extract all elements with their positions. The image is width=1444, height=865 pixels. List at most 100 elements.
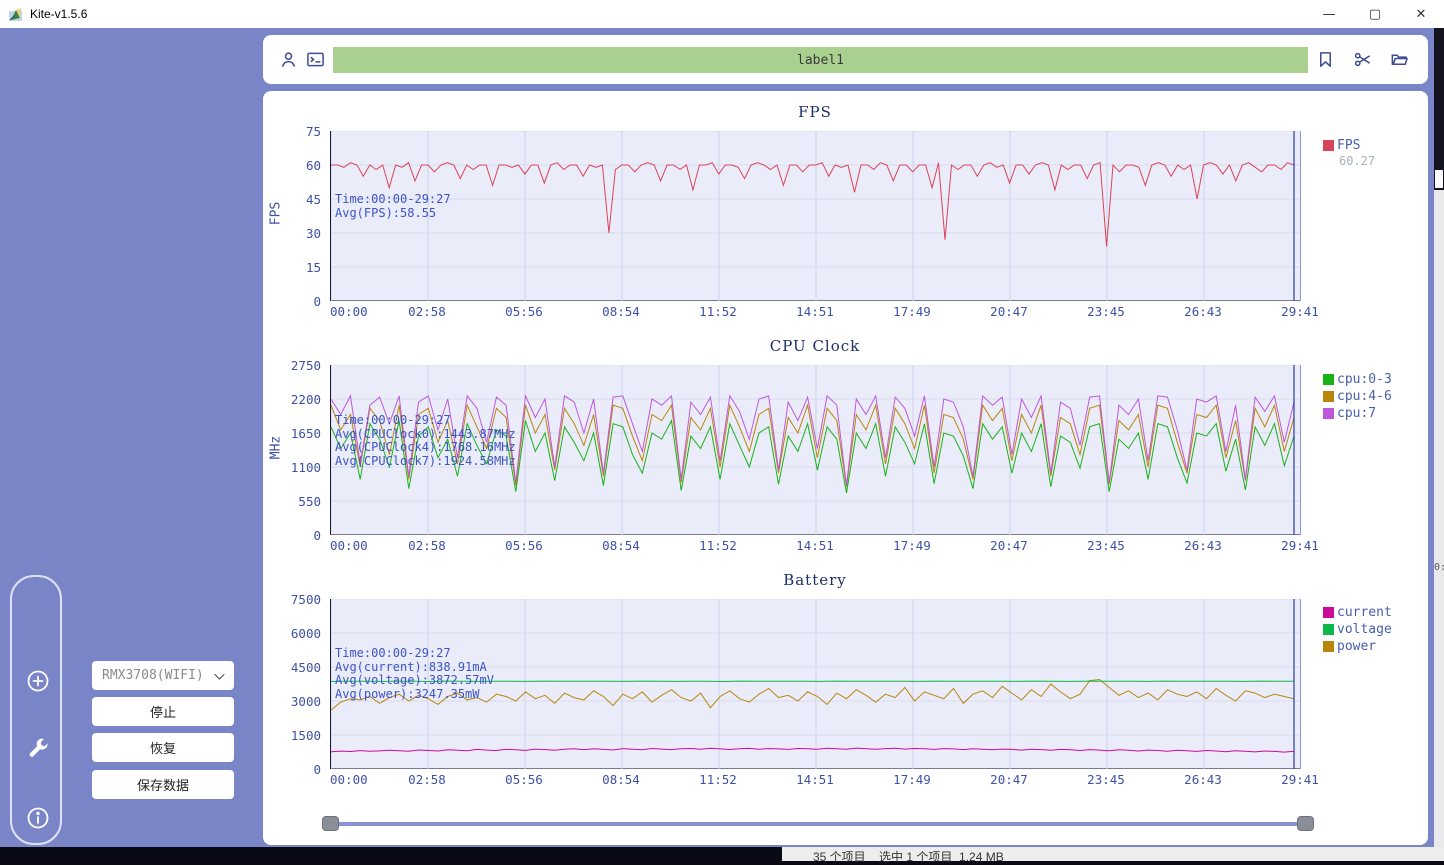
- left-rail: [10, 575, 62, 845]
- plot-area[interactable]: Time:00:00-29:27 Avg(CPUClock0):1443.87MH…: [330, 365, 1301, 535]
- minimize-button[interactable]: —: [1322, 6, 1336, 22]
- cpu-clock-chart: CPU Clock MHz 0 550 1100 1650 2200 2750 Time:…: [263, 337, 1428, 572]
- legend-label: power: [1337, 639, 1377, 654]
- device-select[interactable]: RMX3708(WIFI): [92, 661, 234, 690]
- save-data-button[interactable]: 保存数据: [92, 770, 234, 799]
- x-tick-label: 20:47: [990, 304, 1028, 319]
- legend-label: cpu:0-3: [1337, 372, 1392, 387]
- annotation-line: Avg(power):3247.35mW: [335, 686, 480, 701]
- chart-legend: FPS 60.27: [1323, 137, 1428, 169]
- x-tick-label: 23:45: [1087, 538, 1125, 553]
- legend-item[interactable]: current: [1323, 604, 1428, 621]
- close-button[interactable]: ✕: [1415, 6, 1427, 22]
- stop-button[interactable]: 停止: [92, 697, 234, 726]
- x-tick-label: 11:52: [699, 538, 737, 553]
- y-tick-label: 4500: [290, 660, 321, 675]
- maximize-button[interactable]: ▢: [1368, 6, 1382, 22]
- window-controls: — ▢ ✕: [1306, 0, 1444, 28]
- annotation-line: Avg(CPUClock7):1924.58MHz: [335, 453, 516, 468]
- background-window-dark-area: [0, 847, 782, 861]
- background-window-fragment: 0:: [1434, 562, 1444, 573]
- annotation-line: Time:00:00-29:27: [335, 192, 451, 206]
- y-tick-label: 60: [305, 158, 321, 173]
- scissors-icon[interactable]: [1351, 48, 1373, 70]
- x-tick-label: 14:51: [796, 304, 834, 319]
- charts-panel: FPS FPS 0 15 30 45 60 75 Time:00:00-29:27 Avg(…: [263, 91, 1428, 845]
- y-tick-label: 550: [298, 494, 321, 509]
- legend-value: 60.27: [1339, 154, 1376, 168]
- legend-item[interactable]: cpu:4-6: [1323, 388, 1428, 405]
- legend-label: FPS: [1337, 138, 1361, 153]
- x-tick-label: 29:41: [1281, 772, 1319, 787]
- fps-chart: FPS FPS 0 15 30 45 60 75 Time:00:00-29:27 Avg(…: [263, 103, 1428, 338]
- device-select-value: RMX3708(WIFI): [102, 668, 204, 683]
- chart-title: FPS: [798, 103, 832, 121]
- info-icon[interactable]: [26, 806, 50, 830]
- x-axis-ticks: 00:00 02:58 05:56 08:54 11:52 14:51 17:49 20:47…: [263, 772, 1428, 788]
- resume-button[interactable]: 恢复: [92, 733, 234, 762]
- x-tick-label: 05:56: [505, 538, 543, 553]
- app-icon: [9, 8, 22, 21]
- window-title: Kite-v1.5.6: [30, 7, 88, 21]
- x-tick-label: 02:58: [408, 304, 446, 319]
- x-tick-label: 23:45: [1087, 304, 1125, 319]
- legend-swatch: [1323, 391, 1334, 402]
- chart-title: Battery: [783, 571, 847, 589]
- x-tick-label: 05:56: [505, 772, 543, 787]
- annotation-line: Time:00:00-29:27: [335, 646, 451, 660]
- legend-label: cpu:7: [1337, 406, 1377, 421]
- annotation-line: Time:00:00-29:27: [335, 413, 451, 427]
- legend-item[interactable]: cpu:7: [1323, 405, 1428, 422]
- y-tick-label: 0: [313, 762, 321, 777]
- toolbar: label1: [263, 35, 1428, 84]
- y-tick-label: 6000: [290, 626, 321, 641]
- x-tick-label: 26:43: [1184, 538, 1222, 553]
- x-tick-label: 02:58: [408, 772, 446, 787]
- chart-annotation: Time:00:00-29:27 Avg(current):838.91mA Avg…: [335, 646, 494, 701]
- annotation-line: Avg(FPS):58.55: [335, 205, 437, 220]
- bookmark-icon[interactable]: [1314, 48, 1336, 70]
- annotation-line: Avg(voltage):3872.57mV: [335, 673, 494, 687]
- legend-swatch: [1323, 641, 1334, 652]
- slider-handle-left[interactable]: [322, 816, 339, 831]
- background-scrollbar-thumb: [1435, 170, 1443, 188]
- user-icon[interactable]: [277, 48, 299, 70]
- terminal-icon[interactable]: [304, 48, 326, 70]
- legend-item[interactable]: FPS: [1323, 137, 1428, 154]
- x-tick-label: 26:43: [1184, 772, 1222, 787]
- slider-track[interactable]: [332, 822, 1304, 826]
- plot-area[interactable]: Time:00:00-29:27 Avg(current):838.91mA Avg…: [330, 599, 1301, 769]
- x-tick-label: 20:47: [990, 772, 1028, 787]
- legend-label: current: [1337, 605, 1392, 620]
- legend-item[interactable]: power: [1323, 638, 1428, 655]
- x-axis-ticks: 00:00 02:58 05:56 08:54 11:52 14:51 17:49 20:47…: [263, 538, 1428, 554]
- y-axis-ticks: 0 550 1100 1650 2200 2750: [263, 358, 325, 543]
- y-tick-label: 0: [313, 528, 321, 543]
- annotation-line: Avg(CPUClock4):1768.16MHz: [335, 440, 516, 454]
- label-field[interactable]: label1: [333, 47, 1308, 73]
- chart-annotation: Time:00:00-29:27 Avg(CPUClock0):1443.87MH…: [335, 413, 516, 468]
- legend-item[interactable]: cpu:0-3: [1323, 371, 1428, 388]
- x-tick-label: 17:49: [893, 538, 931, 553]
- plot-area[interactable]: Time:00:00-29:27 Avg(FPS):58.55: [330, 131, 1301, 301]
- slider-handle-right[interactable]: [1297, 816, 1314, 831]
- x-tick-label: 17:49: [893, 304, 931, 319]
- y-axis-ticks: 0 15 30 45 60 75: [263, 124, 325, 309]
- add-icon[interactable]: [26, 669, 50, 693]
- x-tick-label: 23:45: [1087, 772, 1125, 787]
- x-tick-label: 29:41: [1281, 538, 1319, 553]
- y-tick-label: 45: [305, 192, 321, 207]
- y-tick-label: 7500: [290, 592, 321, 607]
- y-tick-label: 1500: [290, 728, 321, 743]
- legend-item[interactable]: voltage: [1323, 621, 1428, 638]
- wrench-icon[interactable]: [26, 737, 50, 761]
- x-tick-label: 00:00: [330, 538, 368, 553]
- x-tick-label: 00:00: [330, 772, 368, 787]
- time-range-slider[interactable]: [318, 815, 1318, 833]
- x-tick-label: 20:47: [990, 538, 1028, 553]
- explorer-status-text: 35 个项目 选中 1 个项目 1.24 MB: [813, 850, 1004, 864]
- y-tick-label: 2750: [290, 358, 321, 373]
- folder-open-icon[interactable]: [1388, 48, 1410, 70]
- x-tick-label: 08:54: [602, 538, 640, 553]
- legend-swatch: [1323, 607, 1334, 618]
